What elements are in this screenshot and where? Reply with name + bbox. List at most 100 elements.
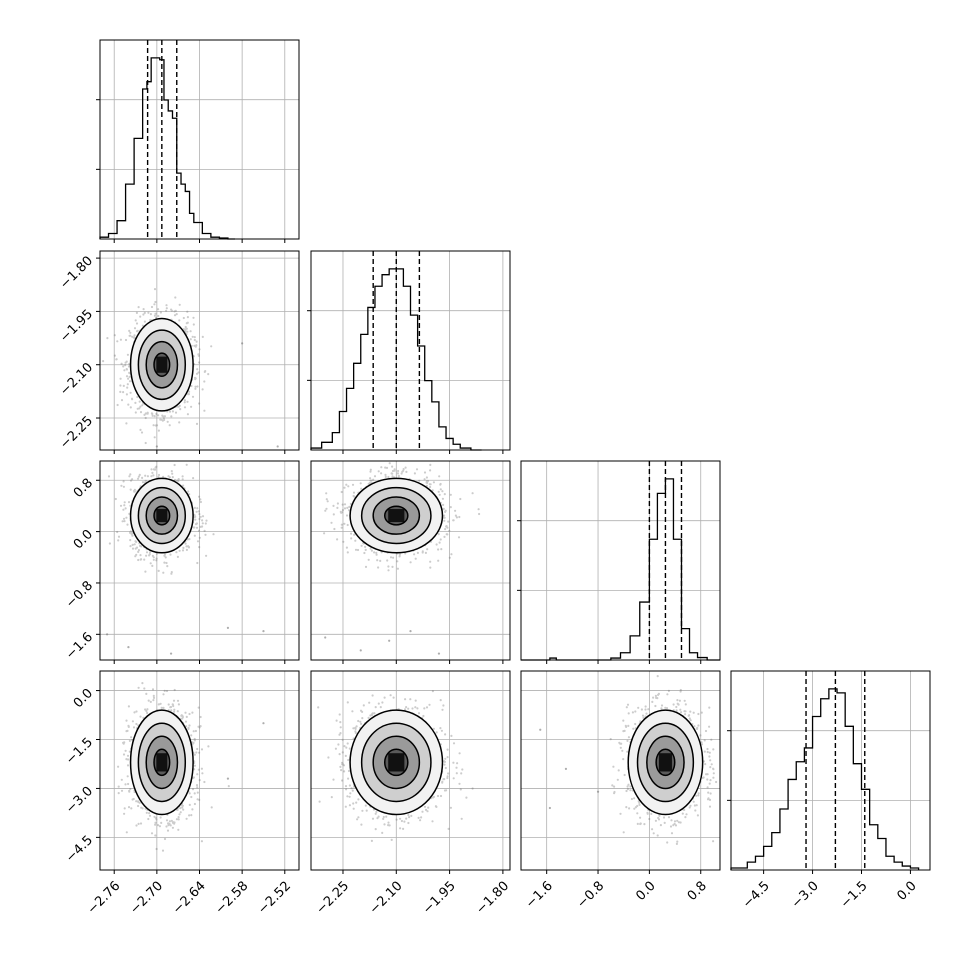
scatter-2-1-outlier-0 (324, 636, 327, 639)
y-tick-label-1-1: −2.10 (57, 360, 96, 399)
scatter-2-0-contour-3 (129, 477, 194, 554)
scatter-2-0-contour-2 (137, 486, 187, 545)
x-tick-label-3-1: −3.0 (789, 879, 822, 912)
scatter-3-0-contour-0 (153, 748, 171, 777)
scatter-2-0-contour-1 (145, 496, 179, 535)
x-tick-label-3-3: 0.0 (894, 879, 919, 904)
scatter-3-0-contour-2 (137, 722, 187, 803)
scatter-2-0-content (106, 463, 265, 655)
y-tick-label-2-3: 0.8 (71, 476, 96, 501)
scatter-3-2-outlier-1 (564, 767, 568, 770)
x-tick-label-2-3: 0.8 (685, 879, 710, 904)
scatter-3-2-contour-3 (627, 709, 704, 816)
scatter-1-0-outlier-2 (155, 445, 158, 448)
y-tick-label-3-0: −4.5 (63, 833, 96, 866)
x-tick-label-3-2: −1.5 (838, 879, 871, 912)
scatter-1-0-contour-1 (145, 340, 179, 389)
scatter-1-0-content (102, 288, 279, 448)
hist-1-frame (310, 250, 511, 451)
scatter-3-0-contour-3 (129, 709, 194, 816)
hist-2-frame (520, 460, 721, 661)
scatter-panel-3-1 (310, 670, 511, 874)
scatter-1-0-contour-2 (137, 329, 187, 401)
scatter-2-1-contour-3 (349, 477, 444, 554)
scatter-panel-3-2 (520, 670, 721, 874)
scatter-3-2-outlier-0 (539, 728, 542, 731)
scatter-2-0-outlier-1 (127, 646, 130, 649)
scatter-1-0-contour-0 (153, 352, 171, 378)
y-tick-label-2-2: 0.0 (71, 527, 96, 552)
scatter-panel-2-0 (96, 460, 300, 664)
y-tick-label-3-2: −1.5 (63, 735, 96, 768)
x-tick-label-1-0: −2.25 (313, 879, 352, 918)
histogram-panel-1 (307, 250, 511, 454)
scatter-3-0-core (156, 753, 168, 772)
x-tick-label-0-4: −2.52 (255, 879, 294, 918)
scatter-2-1-contour-0 (383, 505, 409, 526)
y-tick-label-2-0: −1.6 (63, 630, 96, 663)
scatter-3-0-contour-1 (145, 735, 179, 790)
scatter-3-0-outlier-0 (262, 722, 265, 725)
histogram-panel-0 (96, 39, 300, 243)
y-tick-label-3-1: −3.0 (63, 784, 96, 817)
y-tick-label-1-0: −2.25 (57, 413, 96, 452)
x-tick-label-0-2: −2.64 (170, 879, 209, 918)
x-tick-label-2-2: 0.0 (633, 879, 658, 904)
scatter-3-2-outlier-2 (596, 790, 600, 793)
scatter-2-0-contour-0 (153, 505, 171, 526)
x-tick-label-0-1: −2.70 (127, 879, 166, 918)
scatter-2-0-core (156, 509, 168, 523)
corner-plot-panels: −2.76 −2.70 −2.64 −2.58 −2.52 −2.25 −2.10 −1.95… (57, 39, 931, 918)
scatter-1-0-outlier-0 (241, 342, 244, 345)
scatter-3-2-contour-2 (636, 722, 695, 803)
x-tick-label-2-1: −0.8 (574, 879, 607, 912)
scatter-3-1-contour-0 (383, 748, 409, 777)
scatter-2-0-outlier-4 (169, 652, 173, 655)
scatter-3-0-outlier-1 (226, 777, 230, 780)
scatter-2-0-outlier-2 (226, 626, 230, 630)
hist-2-steps (521, 478, 720, 661)
scatter-3-0-content (117, 682, 265, 852)
hist-3-steps (730, 688, 920, 870)
scatter-2-1-outlier-2 (409, 630, 412, 633)
scatter-3-1-core (388, 753, 405, 772)
x-tick-label-0-3: −2.58 (213, 879, 252, 918)
scatter-3-1-contour-2 (360, 722, 432, 803)
scatter-3-2-contour-1 (646, 735, 685, 790)
y-tick-label-1-2: −1.95 (57, 307, 96, 346)
scatter-panel-3-0 (96, 670, 300, 874)
scatter-2-1-outlier-3 (437, 652, 441, 655)
histogram-panel-3 (727, 670, 931, 874)
x-tick-label-1-1: −2.10 (367, 879, 406, 918)
scatter-2-1-outlier-4 (388, 639, 391, 642)
scatter-3-1-contour-3 (349, 709, 444, 816)
scatter-2-1-content (323, 461, 481, 655)
histogram-panel-2 (517, 460, 721, 664)
scatter-2-1-core (388, 509, 405, 523)
scatter-3-2-contour-0 (655, 748, 676, 777)
scatter-2-0-outlier-0 (106, 633, 109, 636)
scatter-3-2-outlier-3 (548, 806, 551, 810)
scatter-2-1-outlier-1 (359, 649, 362, 652)
scatter-2-1-frame (310, 460, 511, 661)
x-tick-label-1-2: −1.95 (420, 879, 459, 918)
x-tick-label-1-3: −1.80 (473, 879, 512, 918)
scatter-2-1-contour-1 (372, 496, 421, 535)
scatter-3-2-core (658, 753, 672, 772)
scatter-3-1-frame (310, 670, 511, 871)
x-tick-label-0-0: −2.76 (85, 879, 124, 918)
hist-3-frame (730, 670, 931, 871)
scatter-1-0-contour-3 (129, 317, 194, 412)
scatter-panel-2-1 (310, 460, 511, 664)
x-tick-label-3-0: −4.5 (740, 879, 773, 912)
scatter-2-0-outlier-3 (262, 630, 265, 633)
scatter-1-0-outlier-1 (276, 445, 279, 448)
y-tick-label-1-3: −1.80 (57, 254, 96, 293)
scatter-3-1-content (317, 690, 474, 842)
hist-0-steps (99, 57, 236, 240)
scatter-panel-1-0 (96, 250, 300, 454)
y-tick-label-2-1: −0.8 (63, 578, 96, 611)
x-tick-label-2-0: −1.6 (523, 879, 556, 912)
scatter-3-2-frame (520, 670, 721, 871)
